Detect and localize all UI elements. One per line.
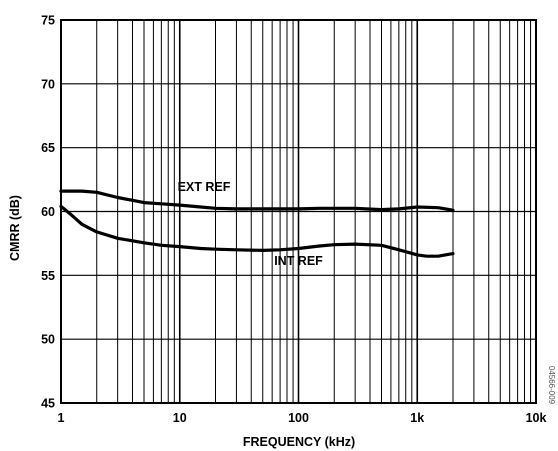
y-tick-label: 75 <box>41 14 55 28</box>
figure-code: 04566-009 <box>547 366 556 405</box>
tick-labels: 1 10 100 1k 10k 45 50 55 60 65 70 75 <box>41 14 546 426</box>
y-tick-label: 60 <box>41 205 55 219</box>
chart-grid <box>60 19 537 404</box>
y-axis-title: CMRR (dB) <box>8 195 22 261</box>
chart-series <box>59 189 455 258</box>
y-tick-label: 45 <box>41 397 55 411</box>
y-tick-label: 70 <box>41 77 55 91</box>
x-tick-label: 1 <box>58 411 65 425</box>
x-tick-label: 100 <box>288 411 309 425</box>
series-line-int-ref <box>59 204 455 258</box>
series-label: EXT REF <box>178 180 231 194</box>
x-tick-label: 10k <box>526 411 547 425</box>
plot-border <box>60 19 537 404</box>
x-tick-label: 10 <box>173 411 187 425</box>
plot-frame <box>60 19 537 404</box>
y-tick-label: 50 <box>41 333 55 347</box>
y-tick-label: 65 <box>41 141 55 155</box>
x-axis-title: FREQUENCY (kHz) <box>243 435 355 449</box>
x-tick-label: 1k <box>410 411 424 425</box>
series-line-ext-ref <box>59 189 455 212</box>
series-annotations: EXT REF INT REF <box>178 180 324 268</box>
series-label: INT REF <box>274 254 323 268</box>
y-tick-label: 55 <box>41 269 55 283</box>
